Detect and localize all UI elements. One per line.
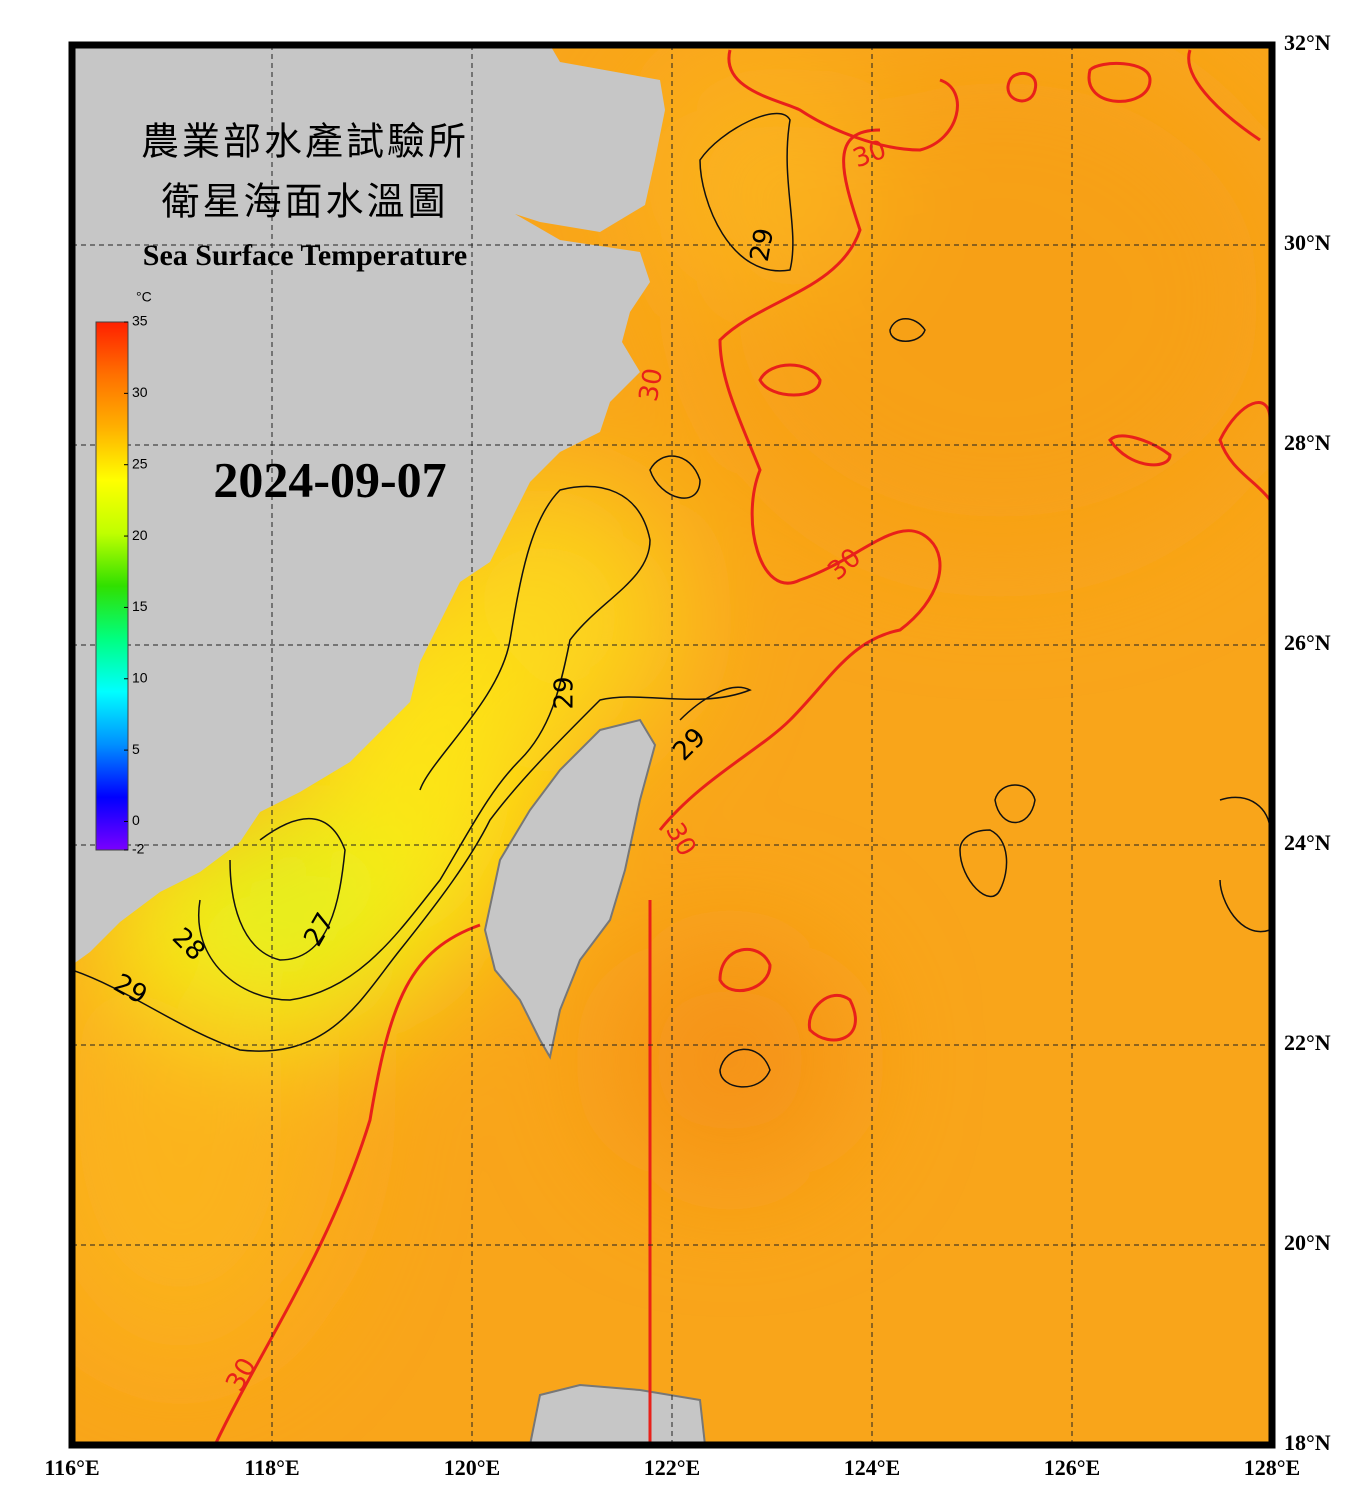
contour-lines	[72, 112, 1271, 1088]
colorbar: °C 35 30 25 20 15 10 5 0 -2	[95, 289, 152, 857]
lat-label: 28°N	[1284, 430, 1331, 455]
lon-label: 124°E	[844, 1455, 900, 1480]
mainland	[72, 45, 665, 965]
map-area	[72, 45, 1272, 1445]
lat-label: 18°N	[1284, 1430, 1331, 1455]
tick-labels: 116°E 118°E 120°E 122°E 124°E 126°E 128°E18°N 2…	[44, 30, 1330, 1480]
lon-label: 120°E	[444, 1455, 500, 1480]
lat-label: 32°N	[1284, 30, 1331, 55]
lat-label: 26°N	[1284, 630, 1331, 655]
date: 2024-09-07	[213, 451, 446, 507]
lon-label: 128°E	[1244, 1455, 1300, 1480]
contour-label: 29	[550, 676, 580, 709]
colorbar-tick-label: 0	[132, 812, 140, 828]
title-zh: 農業部水產試驗所	[141, 120, 469, 164]
lon-label: 126°E	[1044, 1455, 1100, 1480]
contour-label: 29	[745, 226, 780, 264]
colorbar-tick-label: -2	[132, 841, 145, 857]
colorbar-tick-label: 20	[132, 527, 148, 543]
lat-label: 30°N	[1284, 230, 1331, 255]
colorbar-tick-label: 10	[132, 669, 148, 685]
colorbar-tick-label: 35	[132, 313, 148, 329]
taiwan	[483, 718, 657, 1060]
grid	[72, 45, 1272, 1445]
lon-label: 118°E	[244, 1455, 299, 1480]
lon-label: 122°E	[644, 1455, 700, 1480]
lon-label: 116°E	[44, 1455, 99, 1480]
luzon	[528, 1383, 707, 1445]
colorbar-ramp	[95, 321, 129, 851]
colorbar-unit: °C	[136, 289, 152, 305]
colorbar-tick-label: 5	[132, 741, 140, 757]
lat-label: 22°N	[1284, 1030, 1331, 1055]
contour-30	[213, 49, 1272, 1445]
colorbar-tick-label: 30	[132, 384, 148, 400]
lat-label: 20°N	[1284, 1230, 1331, 1255]
contour-label: 30	[634, 366, 669, 404]
frame	[68, 41, 1276, 1449]
title-en: Sea Surface Temperature	[143, 239, 467, 272]
colorbar-tick-label: 25	[132, 455, 148, 471]
colorbar-tick-label: 15	[132, 598, 148, 614]
lat-label: 24°N	[1284, 830, 1331, 855]
title-zh: 衛星海面水溫圖	[161, 180, 448, 224]
